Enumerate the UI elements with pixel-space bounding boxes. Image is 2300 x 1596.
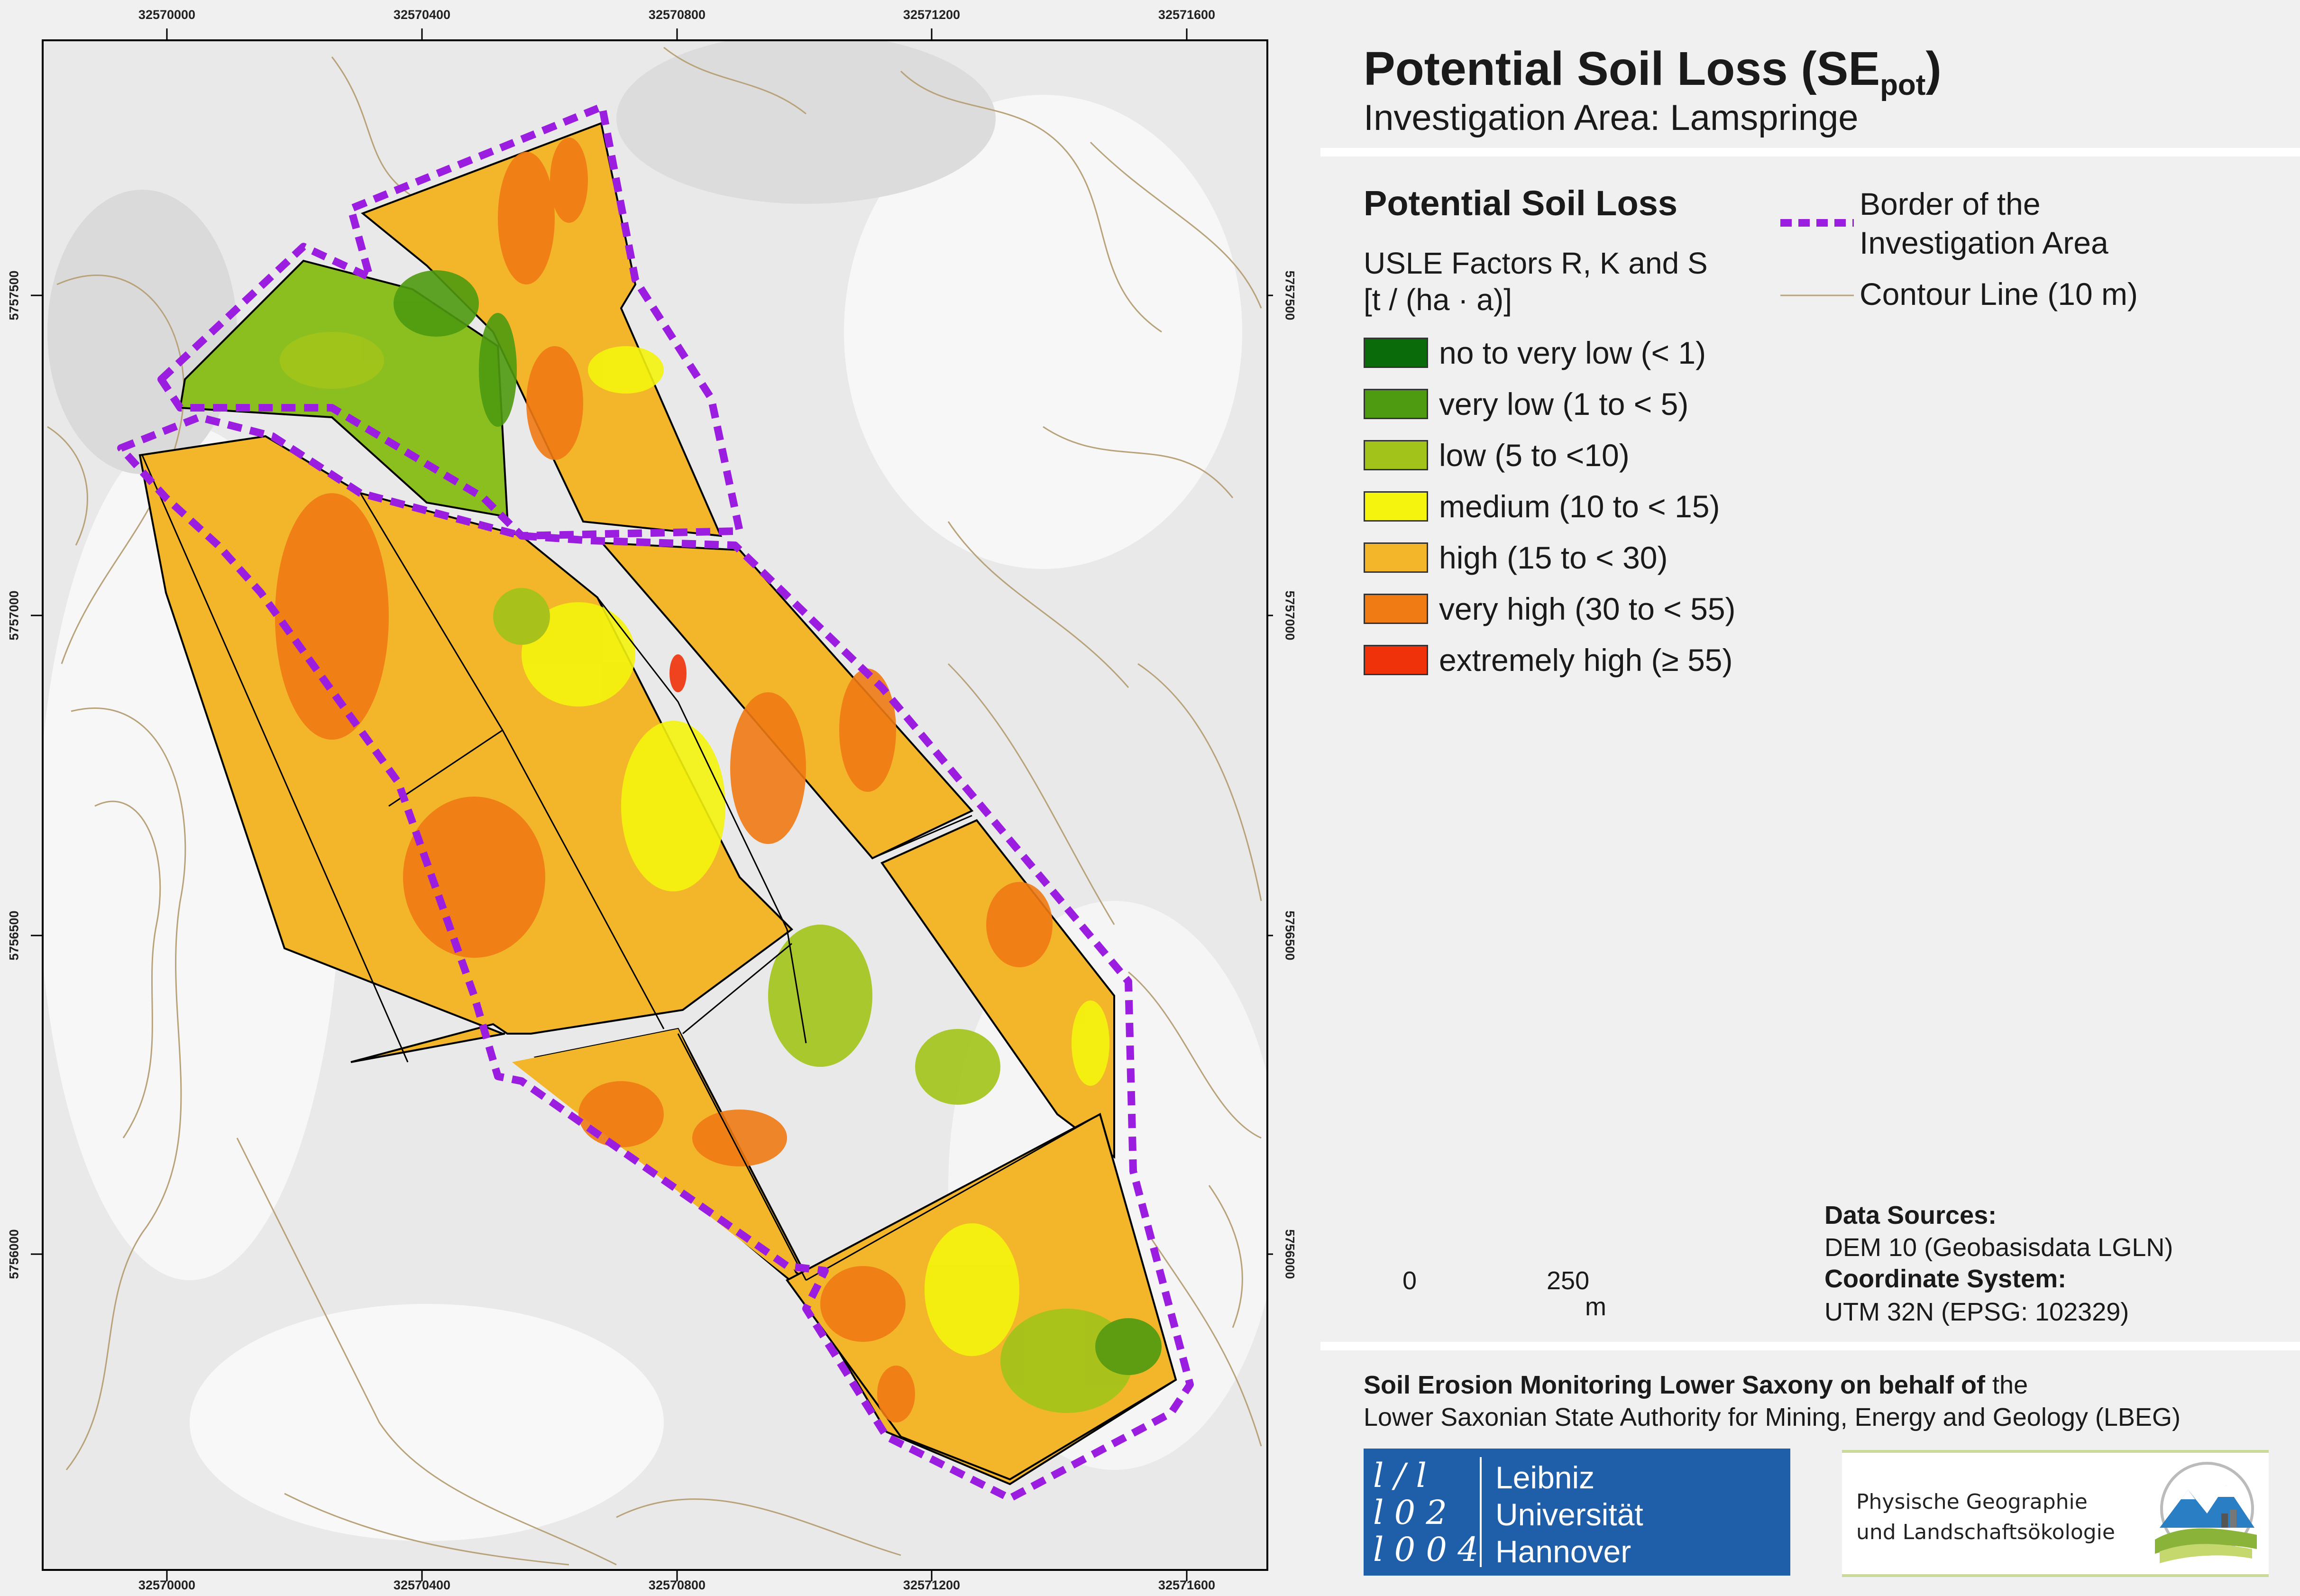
legend-symbols [1780,219,1854,296]
legend-border-label-line1: Border of the [1860,186,2041,221]
leibniz-university-logo: l / l l 0 2 l 0 0 4 Leibniz Universität … [1364,1449,1790,1576]
divider-top [1320,148,2300,156]
legend-subheading-factors: USLE Factors R, K and S [1364,246,1708,280]
physical-geography-logo: Physische Geographie und Landschaftsökol… [1842,1450,2269,1577]
page-subtitle: Investigation Area: Lamspringe [1364,98,1859,138]
luh-name-line1: Leibniz [1495,1460,1595,1495]
legend-swatch-extremely-high [1364,645,1428,675]
legend-label-high: high (15 to < 30) [1439,540,1668,575]
investigation-area-border-north [157,103,743,540]
legend-panel [1320,0,2300,1596]
coord-top-1: 32570000 [138,8,196,22]
coord-top-5: 32571600 [1158,8,1216,22]
legend-label-very-low: very low (1 to < 5) [1439,386,1689,422]
legend-swatch-very-high [1364,594,1428,624]
legend-swatch-medium [1364,491,1428,522]
coord-top-3: 32570800 [648,8,706,22]
coord-left-3: 5756500 [7,910,21,961]
scale-label-unit: m [1585,1293,1606,1321]
legend-label-extremely-high: extremely high (≥ 55) [1439,642,1733,678]
contour-lines [47,46,1262,1566]
graticule-ticks [31,28,1273,1581]
map-neatline [42,39,1268,1571]
map-canvas[interactable] [0,0,1273,1596]
footer-line1: Soil Erosion Monitoring Lower Saxony on … [1364,1371,2028,1399]
map-frame: 32570000 32570400 32570800 32571200 3257… [0,0,1297,1596]
coord-bottom-3: 32570800 [648,1578,706,1592]
legend-label-very-high: very high (30 to < 55) [1439,591,1736,626]
soil-loss-fields [138,122,1177,1486]
legend-swatch-low [1364,440,1428,470]
legend-swatch-very-low [1364,389,1428,419]
footer-line2: Lower Saxonian State Authority for Minin… [1364,1403,2181,1431]
legend-border-label-line2: Investigation Area [1860,225,2108,260]
legend-heading: Potential Soil Loss [1364,183,1677,223]
coord-bottom-4: 32571200 [903,1578,961,1592]
legend-contour-label: Contour Line (10 m) [1860,276,2138,312]
data-sources-heading: Data Sources: [1824,1201,1997,1229]
scale-label-mid: 250 [1547,1266,1590,1295]
data-sources-value: DEM 10 (Geobasisdata LGLN) [1824,1233,2173,1262]
legend-label-medium: medium (10 to < 15) [1439,489,1720,524]
pg-logo-line1: Physische Geographie [1856,1490,2088,1514]
coord-right-3: 5756500 [1283,910,1297,961]
coord-bottom-2: 32570400 [393,1578,451,1592]
luh-logo-wordmark: Leibniz Universität Hannover [1495,1459,1643,1570]
coord-top-2: 32570400 [393,8,451,22]
coordinate-system-heading: Coordinate System: [1824,1265,2067,1293]
coord-left-2: 5757000 [7,590,21,641]
field-east-2 [880,819,1115,1159]
coord-right-2: 5757000 [1283,590,1297,641]
legend-subheading-unit: [t / (ha · a)] [1364,283,1512,317]
legend-swatch-high [1364,542,1428,573]
luh-logo-mark: l / l l 0 2 l 0 0 4 [1373,1456,1482,1569]
scale-label-start: 0 [1402,1266,1417,1295]
pg-logo-line2: und Landschaftsökologie [1856,1520,2115,1544]
coord-top-4: 32571200 [903,8,961,22]
coord-right-1: 5757500 [1283,270,1297,321]
coord-left-4: 5756000 [7,1229,21,1279]
luh-logo-glyphs-3: l 0 0 4 [1373,1530,1479,1569]
legend-label-low: low (5 to <10) [1439,438,1630,473]
coord-bottom-1: 32570000 [138,1578,196,1592]
luh-logo-glyphs-2: l 0 2 [1373,1493,1447,1532]
coord-left-1: 5757500 [7,270,21,321]
pg-logo-text: Physische Geographie und Landschaftsökol… [1856,1487,2115,1548]
legend-swatch-no-to-very-low [1364,338,1428,368]
coordinate-system-value: UTM 32N (EPSG: 102329) [1824,1298,2129,1326]
luh-name-line3: Hannover [1495,1534,1631,1569]
mountain-landscape-icon [2155,1462,2257,1563]
luh-name-line2: Universität [1495,1497,1643,1532]
coord-right-4: 5756000 [1283,1229,1297,1279]
hillshade-relief [43,40,1267,1541]
luh-logo-glyphs-1: l / l [1373,1456,1427,1495]
divider-bottom [1320,1342,2300,1350]
page-title: Potential Soil Loss (SEpot) [1364,42,1942,101]
legend-label-no-to-very-low: no to very low (< 1) [1439,335,1706,370]
coord-bottom-5: 32571600 [1158,1578,1216,1592]
